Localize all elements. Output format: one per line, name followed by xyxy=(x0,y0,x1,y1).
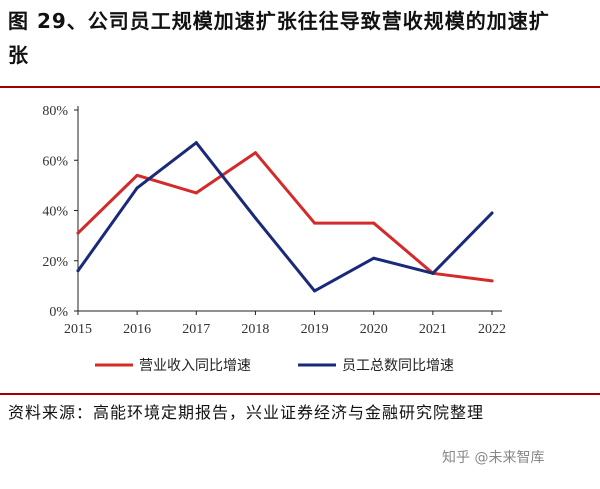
data-point xyxy=(194,141,198,145)
series-line-2 xyxy=(76,141,494,293)
x-tick-label: 2018 xyxy=(241,322,269,337)
data-point xyxy=(490,279,494,283)
title-rule xyxy=(0,86,600,88)
x-tick-label: 2022 xyxy=(478,322,506,337)
data-point xyxy=(313,221,317,225)
data-point xyxy=(313,289,317,293)
data-point xyxy=(135,186,139,190)
x-tick-label: 2019 xyxy=(301,322,329,337)
legend-label-1: 营业收入同比增速 xyxy=(139,358,251,374)
data-point xyxy=(135,173,139,177)
data-point xyxy=(76,231,80,235)
data-point xyxy=(253,151,257,155)
data-point xyxy=(194,191,198,195)
data-point xyxy=(372,256,376,260)
data-point xyxy=(372,221,376,225)
watermark: 知乎 @未来智库 xyxy=(442,450,545,466)
x-tick-label: 2017 xyxy=(182,322,210,337)
y-tick-label: 40% xyxy=(42,205,68,220)
x-tick-label: 2016 xyxy=(123,322,151,337)
source-rule xyxy=(0,393,600,395)
x-tick-label: 2015 xyxy=(64,322,92,337)
series-line-1 xyxy=(76,151,494,283)
y-tick-label: 20% xyxy=(42,255,68,270)
data-point xyxy=(253,216,257,220)
line-chart: 0% 20% 40% 60% 80% 2015 2016 2017 2018 2019 2020 20… xyxy=(42,104,506,374)
data-point xyxy=(431,271,435,275)
x-tick-label: 2021 xyxy=(419,322,447,337)
data-point xyxy=(76,269,80,273)
data-point xyxy=(490,211,494,215)
legend-label-2: 员工总数同比增速 xyxy=(342,358,454,374)
x-tick-label: 2020 xyxy=(360,322,388,337)
y-tick-label: 0% xyxy=(49,305,68,320)
source-note: 资料来源：高能环境定期报告，兴业证券经济与金融研究院整理 xyxy=(8,403,485,422)
chart-title: 图 29、公司员工规模加速扩张往往导致营收规模的加速扩张 xyxy=(8,9,550,67)
y-tick-label: 80% xyxy=(42,104,68,119)
y-tick-label: 60% xyxy=(42,154,68,169)
